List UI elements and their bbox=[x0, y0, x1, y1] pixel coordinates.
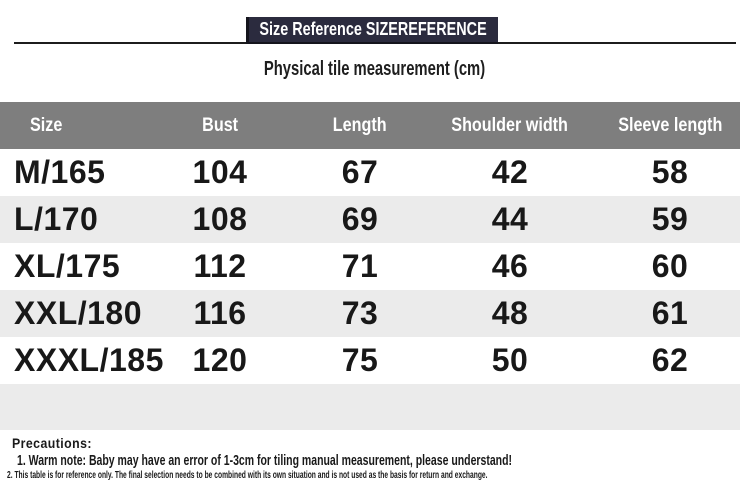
table-header-row: Size Bust Length Shoulder width Sleeve l… bbox=[0, 102, 740, 149]
table-cell-size: L/170 bbox=[14, 201, 99, 237]
table-cell-length: 75 bbox=[341, 342, 379, 378]
header-cell-sleeve-length: Sleeve length bbox=[617, 114, 723, 136]
table-body: M/165 104 67 42 58 L/170 108 69 44 59 XL… bbox=[0, 149, 740, 384]
header-cell-size: Size bbox=[30, 114, 63, 136]
table-cell-size: XXXL/185 bbox=[14, 342, 164, 378]
header-cell-bust: Bust bbox=[202, 114, 238, 136]
table-cell-bust: 120 bbox=[192, 342, 248, 378]
table-row: XXL/180 116 73 48 61 bbox=[0, 290, 740, 337]
table-cell-sleeve-length: 61 bbox=[651, 295, 689, 331]
subtitle-wrap: Physical tile measurement (cm) bbox=[0, 58, 750, 81]
table-cell-sleeve-length: 60 bbox=[651, 248, 689, 284]
table-row: M/165 104 67 42 58 bbox=[0, 149, 740, 196]
table-cell-bust: 104 bbox=[192, 154, 248, 190]
table-cell-bust: 116 bbox=[193, 295, 247, 331]
precaution-note-1: 1. Warm note: Baby may have an error of … bbox=[17, 452, 512, 469]
table-cell-length: 71 bbox=[341, 248, 379, 284]
header-cell-shoulder-width: Shoulder width bbox=[451, 114, 569, 136]
table-cell-shoulder-width: 44 bbox=[491, 201, 529, 237]
table-cell-length: 73 bbox=[341, 295, 379, 331]
table-cell-shoulder-width: 50 bbox=[491, 342, 529, 378]
subtitle: Physical tile measurement (cm) bbox=[264, 58, 486, 80]
table-cell-length: 67 bbox=[341, 154, 379, 190]
table-cell-length: 69 bbox=[341, 201, 379, 237]
table-cell-sleeve-length: 62 bbox=[651, 342, 689, 378]
table-row: XXXL/185 120 75 50 62 bbox=[0, 337, 740, 384]
precaution-note-2: 2. This table is for reference only. The… bbox=[7, 470, 488, 481]
size-table: Size Bust Length Shoulder width Sleeve l… bbox=[0, 102, 740, 430]
table-cell-shoulder-width: 42 bbox=[491, 154, 529, 190]
table-cell-sleeve-length: 58 bbox=[651, 154, 689, 190]
precautions-heading: Precautions: bbox=[12, 435, 92, 451]
table-cell-sleeve-length: 59 bbox=[651, 201, 689, 237]
table-cell-shoulder-width: 46 bbox=[491, 248, 529, 284]
table-cell-bust: 108 bbox=[192, 201, 248, 237]
table-cell-size: XL/175 bbox=[14, 248, 121, 284]
banner: Size Reference SIZEREFERENCE bbox=[246, 17, 498, 44]
table-footer-band bbox=[0, 384, 740, 430]
table-row: XL/175 112 71 46 60 bbox=[0, 243, 740, 290]
table-cell-shoulder-width: 48 bbox=[491, 295, 529, 331]
banner-title: Size Reference SIZEREFERENCE bbox=[259, 19, 488, 39]
table-row: L/170 108 69 44 59 bbox=[0, 196, 740, 243]
table-cell-size: XXL/180 bbox=[14, 295, 143, 331]
table-cell-size: M/165 bbox=[14, 154, 106, 190]
table-cell-bust: 112 bbox=[193, 248, 247, 284]
header-cell-length: Length bbox=[333, 114, 387, 136]
